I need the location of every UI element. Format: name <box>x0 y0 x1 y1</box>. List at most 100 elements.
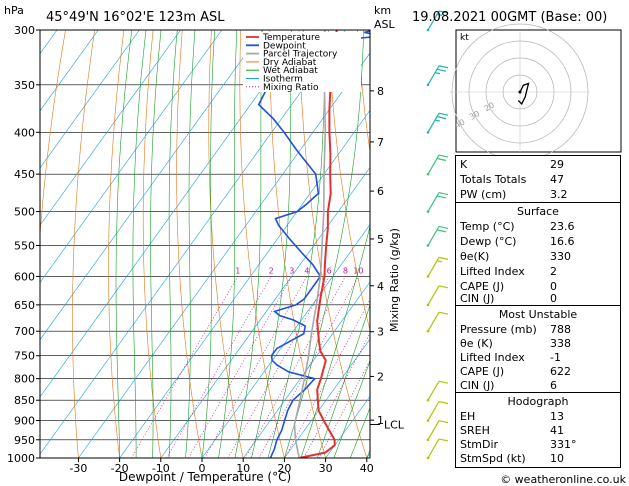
wet-adiabat-line <box>201 30 215 458</box>
hodo-key: EH <box>460 410 476 423</box>
isotherm-line <box>40 30 264 341</box>
hodograph-ring-label: 40 <box>453 117 466 130</box>
surface-row: CAPE (J) 0 <box>460 279 616 294</box>
wind-barb-flag <box>438 285 449 289</box>
mixing-ratio-line <box>244 276 346 458</box>
wet-adiabat-line <box>185 30 196 458</box>
surface-panel: Surface Temp (°C) 23.6 Dewp (°C) 16.6 θe(K… <box>455 202 621 307</box>
mixing-ratio-line <box>227 276 330 458</box>
isotherm-line <box>40 30 346 455</box>
mu-value: -1 <box>550 351 561 364</box>
wind-barbs <box>426 10 449 460</box>
wind-barb-base <box>426 438 430 442</box>
hodograph-row: EH 13 <box>460 409 616 424</box>
dry-adiabat-line <box>328 30 370 332</box>
wind-barb-base <box>426 210 430 213</box>
isotherm-line <box>284 338 370 458</box>
wind-barb-flag <box>438 256 449 260</box>
hodograph-row: StmDir 331° <box>460 437 616 452</box>
index-value: 47 <box>550 173 564 186</box>
wet-adiabat-line <box>317 304 370 458</box>
surface-row: Lifted Index 2 <box>460 264 616 279</box>
isotherm-line <box>40 30 181 226</box>
dry-adiabat-line <box>108 30 125 458</box>
mixing-ratio-line <box>188 276 293 458</box>
mu-key: Lifted Index <box>460 351 525 364</box>
km-tick-label: 5 <box>377 233 384 246</box>
wet-adiabat-line <box>218 30 238 458</box>
wind-barb-half-flag <box>436 260 443 263</box>
wind-barb-flag <box>438 191 449 196</box>
hodograph-ring-label: 20 <box>483 100 496 113</box>
wind-barb-staff <box>427 285 440 306</box>
mu-value: 338 <box>550 337 571 350</box>
wind-barb-staff <box>427 192 440 212</box>
mixing-ratio-label: 2 <box>269 266 274 275</box>
pressure-tick-label: 550 <box>14 239 35 252</box>
mixing-ratio-label: 4 <box>304 266 309 275</box>
pressure-tick-label: 950 <box>14 434 35 447</box>
pressure-tick-label: 900 <box>14 415 35 428</box>
wind-barb-flag <box>436 116 447 120</box>
hodograph-row: StmSpd (kt) 10 <box>460 451 616 466</box>
mixing-ratio-label: 15 <box>378 266 388 275</box>
wind-barb-staff <box>427 311 440 332</box>
wind-barb-base <box>426 130 430 134</box>
most-unstable-row: Lifted Index -1 <box>460 350 616 365</box>
most-unstable-row: CIN (J) 6 <box>460 378 616 393</box>
index-value: 3.2 <box>550 188 568 201</box>
location-title: 45°49'N 16°02'E 123m ASL <box>46 10 225 25</box>
wet-adiabat-line <box>300 225 370 458</box>
wet-adiabat-line <box>234 30 263 458</box>
dry-adiabat-line <box>208 30 244 458</box>
chart-grid: 1 2 3 4 6 8 10 15 20 25 <box>40 30 388 458</box>
wind-barb-flag <box>436 68 447 72</box>
pressure-tick-label: 500 <box>14 206 35 219</box>
wind-barb-flag <box>436 157 447 162</box>
hodo-key: StmSpd (kt) <box>460 452 526 465</box>
wind-barb-staff <box>427 65 440 86</box>
legend-entry: Isotherm <box>263 75 303 85</box>
wind-barb-base <box>426 83 430 87</box>
pressure-tick-label: 700 <box>14 325 35 338</box>
mixing-ratio-line <box>204 276 308 458</box>
wind-barb-flag <box>438 112 449 116</box>
hodo-value: 331° <box>550 438 577 451</box>
parcel-trajectory-line <box>293 30 327 458</box>
wind-barb-staff <box>427 112 440 133</box>
dry-adiabat-line <box>269 30 326 458</box>
lcl-label: LCL <box>384 418 405 431</box>
wind-barb-staff <box>427 380 440 401</box>
pressure-tick-label: 1000 <box>7 452 35 465</box>
mu-value: 6 <box>550 379 557 392</box>
hodograph-unit: kt <box>460 33 469 43</box>
hodograph-frame <box>455 29 622 153</box>
asl-label: ASL <box>374 18 396 31</box>
mixing-ratio-line <box>166 276 272 458</box>
dry-adiabat-line <box>176 30 203 458</box>
surface-key: CIN (J) <box>460 292 495 305</box>
pressure-tick-label: 400 <box>14 126 35 139</box>
wind-barb-staff <box>427 438 440 459</box>
wind-barb-flag <box>438 420 449 424</box>
km-tick-label: 3 <box>377 326 384 339</box>
legend-entry: Mixing Ratio <box>263 83 319 93</box>
wind-barb-half-flag <box>436 13 443 16</box>
legend-background <box>243 32 361 92</box>
wind-barb-staff <box>427 420 440 441</box>
surface-key: CAPE (J) <box>460 280 505 293</box>
wet-adiabat-line <box>267 30 326 458</box>
wind-barb-half-flag <box>434 72 441 75</box>
isotherm-line <box>40 30 223 283</box>
wind-barb-flag <box>438 438 449 442</box>
surface-value: 0 <box>550 280 557 293</box>
hodo-value: 41 <box>550 424 564 437</box>
wet-adiabat-line <box>251 30 292 458</box>
hodo-key: StmDir <box>460 438 499 451</box>
wind-barb-flag <box>436 229 447 233</box>
mixing-ratio-line <box>258 276 359 458</box>
wet-adiabat-line <box>350 406 370 458</box>
